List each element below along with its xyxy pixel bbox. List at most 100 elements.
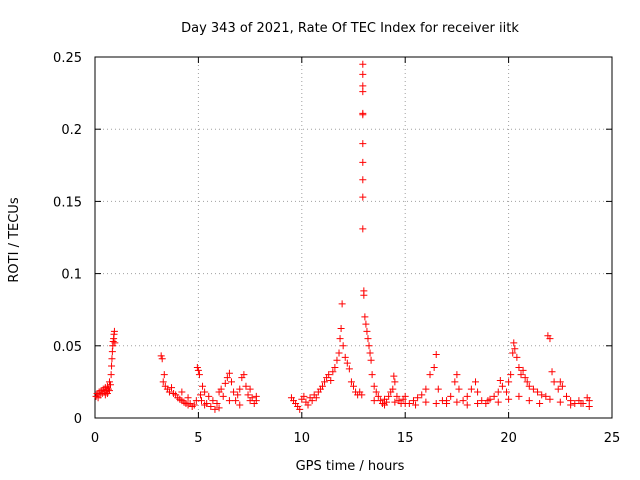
data-point bbox=[358, 391, 366, 399]
data-point bbox=[345, 365, 353, 373]
data-point bbox=[571, 400, 579, 408]
data-point bbox=[350, 382, 357, 390]
data-point bbox=[198, 397, 206, 405]
data-point bbox=[244, 391, 252, 399]
data-point bbox=[108, 362, 116, 370]
data-point bbox=[230, 388, 238, 396]
data-point bbox=[517, 371, 525, 379]
data-point bbox=[422, 385, 430, 393]
data-point bbox=[412, 401, 420, 409]
data-point bbox=[199, 382, 207, 390]
data-point bbox=[343, 359, 351, 367]
data-point bbox=[536, 400, 544, 408]
data-point bbox=[335, 349, 343, 357]
data-point bbox=[236, 401, 244, 409]
data-point bbox=[467, 385, 475, 393]
data-point bbox=[494, 388, 502, 396]
data-point bbox=[463, 392, 471, 400]
data-point bbox=[505, 395, 513, 403]
data-point bbox=[529, 385, 537, 393]
data-point bbox=[498, 382, 506, 390]
data-point bbox=[209, 397, 217, 405]
chart-title: Day 343 of 2021, Rate Of TEC Index for r… bbox=[181, 21, 519, 36]
data-point bbox=[548, 368, 556, 376]
data-point bbox=[158, 355, 166, 363]
data-point bbox=[111, 339, 119, 347]
data-point bbox=[318, 382, 326, 390]
data-point bbox=[478, 397, 486, 405]
data-point bbox=[509, 349, 517, 357]
data-point bbox=[221, 379, 229, 387]
y-tick-label: 0 bbox=[74, 412, 82, 427]
data-point bbox=[507, 371, 515, 379]
data-point bbox=[368, 371, 376, 379]
data-point bbox=[219, 392, 227, 400]
data-point bbox=[223, 374, 231, 382]
data-point bbox=[401, 392, 409, 400]
data-point bbox=[381, 401, 389, 409]
data-point bbox=[159, 378, 167, 386]
data-point bbox=[393, 392, 401, 400]
data-point bbox=[447, 392, 455, 400]
data-point bbox=[215, 404, 223, 412]
data-point bbox=[242, 382, 250, 390]
data-point bbox=[165, 388, 173, 396]
data-point bbox=[312, 394, 320, 402]
data-point bbox=[391, 378, 399, 386]
data-point bbox=[585, 402, 593, 410]
data-point bbox=[359, 60, 367, 68]
data-point bbox=[107, 381, 115, 389]
gridlines bbox=[95, 57, 612, 418]
data-point bbox=[339, 342, 347, 350]
data-point bbox=[207, 402, 215, 410]
data-point bbox=[422, 398, 430, 406]
data-point bbox=[359, 158, 367, 166]
data-point bbox=[217, 385, 225, 393]
data-point bbox=[505, 378, 513, 386]
data-point bbox=[236, 385, 244, 393]
data-point bbox=[513, 353, 521, 361]
data-point bbox=[329, 368, 337, 376]
data-point bbox=[432, 350, 440, 358]
data-point bbox=[211, 405, 219, 413]
data-point bbox=[401, 400, 409, 408]
data-point bbox=[360, 287, 368, 295]
data-point bbox=[521, 374, 529, 382]
x-axis-label: GPS time / hours bbox=[296, 459, 405, 474]
data-point bbox=[347, 378, 355, 386]
data-point bbox=[103, 382, 111, 390]
data-point bbox=[484, 397, 492, 405]
data-point bbox=[184, 394, 192, 402]
data-point bbox=[550, 378, 558, 386]
y-axis-label: ROTI / TECUs bbox=[7, 197, 22, 282]
data-point bbox=[337, 324, 345, 332]
data-point bbox=[523, 378, 531, 386]
data-point bbox=[363, 327, 371, 335]
data-point bbox=[196, 391, 204, 399]
y-tick-label: 0.15 bbox=[53, 195, 82, 210]
data-point bbox=[300, 392, 308, 400]
data-point bbox=[246, 385, 254, 393]
data-point bbox=[105, 387, 113, 395]
data-point bbox=[390, 372, 398, 380]
data-point bbox=[107, 371, 115, 379]
data-point bbox=[359, 193, 367, 201]
data-point bbox=[367, 356, 375, 364]
axis-ticks: 0 5 10 15 20 25 0 0.05 0.1 0.15 0.2 0.25 bbox=[53, 51, 620, 446]
data-point bbox=[333, 356, 341, 364]
data-point bbox=[361, 313, 369, 321]
data-point bbox=[370, 397, 378, 405]
data-point bbox=[474, 388, 482, 396]
data-point bbox=[554, 385, 562, 393]
x-tick-label: 5 bbox=[194, 431, 202, 446]
data-points bbox=[92, 60, 593, 413]
data-point bbox=[455, 385, 463, 393]
data-point bbox=[341, 353, 349, 361]
data-point bbox=[515, 392, 523, 400]
data-point bbox=[542, 392, 550, 400]
data-point bbox=[160, 371, 168, 379]
x-tick-label: 15 bbox=[397, 431, 414, 446]
data-point bbox=[338, 300, 346, 308]
data-point bbox=[426, 371, 434, 379]
data-point bbox=[414, 394, 422, 402]
